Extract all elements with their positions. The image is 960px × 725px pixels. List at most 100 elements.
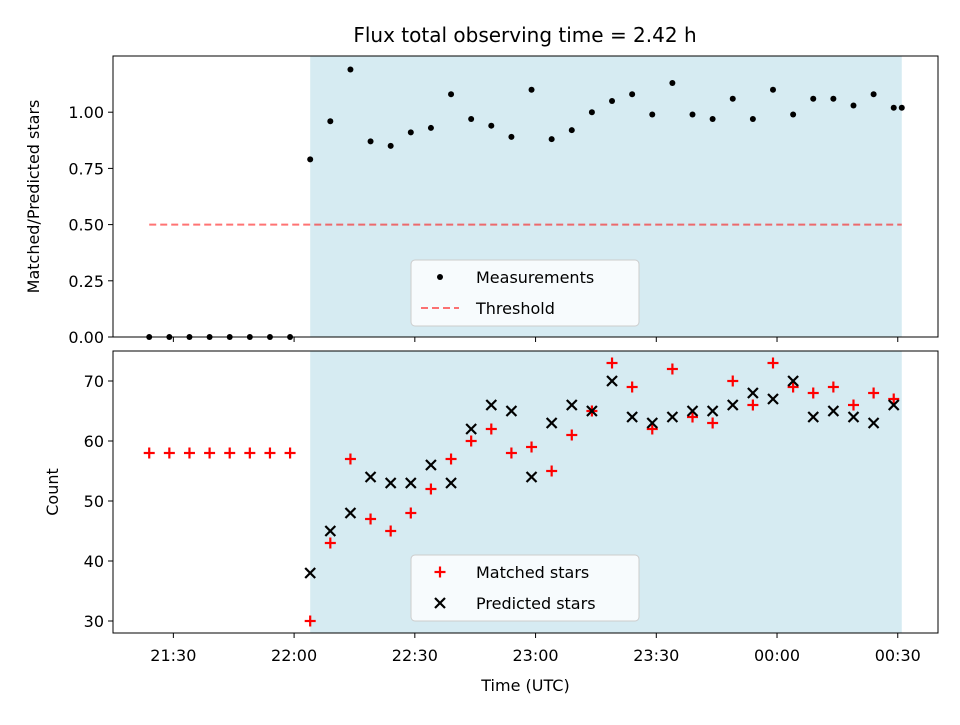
y-tick-label: 60 [84, 432, 104, 451]
matched-star-point [204, 447, 216, 459]
predicted-star-point [787, 375, 799, 387]
matched-star-point [425, 483, 437, 495]
predicted-star-point [847, 411, 860, 423]
x-tick-label: 21:30 [150, 646, 196, 665]
predicted-star-point [485, 399, 498, 411]
measurement-point [448, 91, 455, 98]
matched-star-point [807, 387, 819, 399]
predicted-star-point [726, 399, 739, 411]
measurement-point [669, 79, 676, 86]
predicted-star-point [666, 411, 679, 423]
matched-star-point [264, 447, 276, 459]
x-tick-label: 00:00 [754, 646, 800, 665]
matched-star-point [566, 429, 578, 441]
y-tick-label: 50 [84, 492, 104, 511]
measurement-point [548, 136, 555, 143]
x-tick-label: 22:30 [392, 646, 438, 665]
matched-star-point [405, 507, 417, 519]
matched-star-point [626, 381, 638, 393]
x-tick-label: 23:30 [633, 646, 679, 665]
bottom-panel: 30 40 50 60 70 21:30 22:00 22:30 23:00 23:30 00:00… [43, 350, 939, 695]
legend: Measurements Threshold [410, 259, 640, 327]
measurement-point [749, 115, 756, 122]
y-tick-label: 0.25 [68, 272, 104, 291]
y-tick-label: 70 [84, 372, 104, 391]
predicted-star-point [827, 405, 840, 417]
legend-label: Predicted stars [476, 594, 596, 613]
measurement-point [830, 95, 837, 102]
matched-star-point [546, 465, 558, 477]
matched-star-point [847, 399, 859, 411]
matched-star-point [183, 447, 195, 459]
predicted-star-point [344, 507, 357, 519]
matched-star-point [365, 513, 377, 525]
measurement-point [588, 109, 595, 116]
x-tick-label: 22:00 [271, 646, 317, 665]
predicted-star-point [505, 405, 518, 417]
predicted-star-point [304, 567, 316, 579]
predicted-star-point [566, 399, 578, 411]
matched-star-point [767, 357, 779, 369]
measurement-point [850, 102, 857, 109]
measurement-point [810, 95, 817, 102]
legend-label: Matched stars [476, 563, 589, 582]
matched-star-point [787, 381, 799, 393]
measurement-point [488, 122, 495, 129]
matched-star-point [284, 447, 296, 459]
y-axis-label: Matched/Predicted stars [24, 100, 43, 294]
legend-label: Threshold [475, 299, 555, 318]
top-panel: 0.00 0.25 0.50 0.75 1.00 Matched/Predicted st… [24, 55, 939, 347]
x-axis-label: Time (UTC) [480, 676, 569, 695]
matched-star-point [304, 615, 316, 627]
predicted-star-point [525, 471, 538, 483]
predicted-star-point [586, 405, 598, 417]
measurement-point [307, 156, 314, 163]
y-tick-label: 40 [84, 552, 104, 571]
measurement-point [407, 129, 414, 136]
measurement-point [649, 111, 656, 118]
measurement-point [770, 86, 776, 93]
measurement-point [427, 124, 434, 131]
matched-star-point [224, 447, 236, 459]
matched-star-point [385, 525, 397, 537]
axes-frame [112, 350, 939, 634]
matched-star-point [485, 423, 497, 435]
predicted-star-point [626, 411, 638, 423]
matched-star-point [707, 417, 719, 429]
predicted-star-point [706, 405, 719, 417]
matched-star-point [526, 441, 538, 453]
y-tick-label: 0.50 [68, 216, 104, 235]
predicted-star-point [646, 417, 659, 429]
measurement-point [327, 118, 334, 125]
predicted-star-point [425, 459, 437, 471]
legend: Matched stars Predicted stars [410, 554, 640, 622]
predicted-star-point [405, 477, 417, 489]
matched-star-point [646, 423, 658, 435]
matched-star-point [747, 399, 759, 411]
matched-star-point [445, 453, 457, 465]
matched-star-point [687, 411, 699, 423]
measurement-point [387, 142, 394, 149]
chart-title: Flux total observing time = 2.42 h [353, 23, 696, 47]
x-tick-label: 00:30 [875, 646, 921, 665]
measurement-point [790, 111, 797, 118]
legend-marker [434, 597, 446, 609]
legend-box [410, 259, 640, 327]
matched-star-point [505, 447, 517, 459]
matched-star-point [344, 453, 356, 465]
matched-star-point [143, 447, 155, 459]
predicted-star-point [364, 471, 377, 483]
measurement-point [468, 115, 475, 122]
y-tick-label: 0.75 [68, 159, 104, 178]
matched-star-point [868, 387, 880, 399]
measurement-point [629, 91, 636, 98]
measurement-point [689, 111, 696, 118]
y-tick-label: 30 [84, 612, 104, 631]
matched-star-point [888, 393, 900, 405]
predicted-star-point [324, 525, 337, 537]
y-tick-label: 1.00 [68, 103, 104, 122]
matched-star-point [666, 363, 678, 375]
measurement-point [709, 115, 716, 122]
predicted-star-point [545, 417, 558, 429]
